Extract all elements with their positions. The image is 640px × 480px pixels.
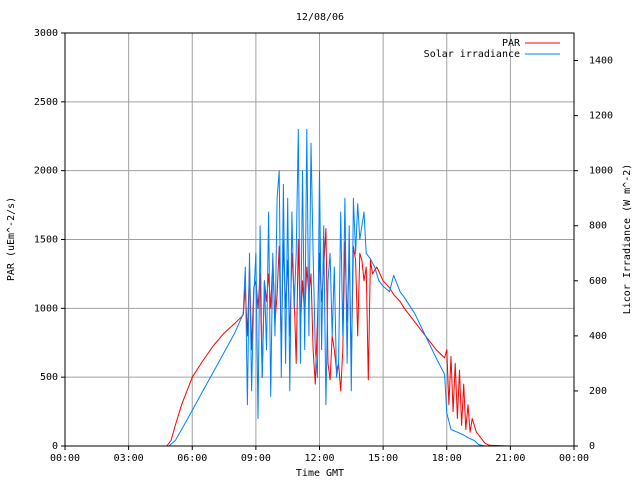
- legend: PAR Solar irradiance: [424, 38, 560, 60]
- x-tick-label: 03:00: [114, 453, 144, 464]
- grid-lines: [65, 33, 574, 446]
- y-right-tick-label: 1200: [589, 111, 613, 122]
- legend-label-solar-irradiance: Solar irradiance: [424, 49, 520, 60]
- x-tick-label: 18:00: [432, 453, 462, 464]
- y-axis-right-label: Licor Irradiance (W m^-2): [622, 164, 633, 315]
- y-right-tick-label: 200: [589, 386, 607, 397]
- x-tick-label: 15:00: [368, 453, 398, 464]
- y-right-tick-labels: 0 200 400 600 800 1000 1200 1400: [574, 56, 613, 452]
- x-axis-label: Time GMT: [296, 468, 344, 479]
- series-lines: [65, 128, 574, 447]
- y-axis-left-label: PAR (uEm^-2/s): [6, 197, 17, 281]
- y-left-tick-label: 1000: [34, 303, 58, 314]
- x-tick-label: 00:00: [559, 453, 589, 464]
- y-left-tick-label: 2000: [34, 166, 58, 177]
- y-left-tick-label: 1500: [34, 235, 58, 246]
- y-right-tick-label: 800: [589, 221, 607, 232]
- y-left-tick-label: 2500: [34, 97, 58, 108]
- y-left-tick-label: 3000: [34, 28, 58, 39]
- x-tick-label: 21:00: [495, 453, 525, 464]
- y-right-tick-label: 1400: [589, 56, 613, 67]
- y-right-tick-label: 400: [589, 331, 607, 342]
- series-line-par: [65, 228, 574, 447]
- x-tick-label: 06:00: [177, 453, 207, 464]
- y-right-tick-label: 0: [589, 441, 595, 452]
- y-right-tick-label: 600: [589, 276, 607, 287]
- x-tick-label: 00:00: [50, 453, 80, 464]
- series-line-solar-irradiance: [65, 128, 574, 447]
- y-right-tick-label: 1000: [589, 166, 613, 177]
- x-tick-label: 12:00: [304, 453, 334, 464]
- legend-label-par: PAR: [502, 38, 521, 49]
- x-tick-label: 09:00: [241, 453, 271, 464]
- y-left-tick-label: 0: [52, 441, 58, 452]
- x-tick-labels: 00:00 03:00 06:00 09:00 12:00 15:00 18:00 21:00…: [50, 446, 589, 464]
- y-left-tick-label: 500: [40, 372, 58, 383]
- y-left-tick-labels: 0 500 1000 1500 2000 2500 3000: [34, 28, 65, 452]
- chart-title: 12/08/06: [296, 12, 344, 23]
